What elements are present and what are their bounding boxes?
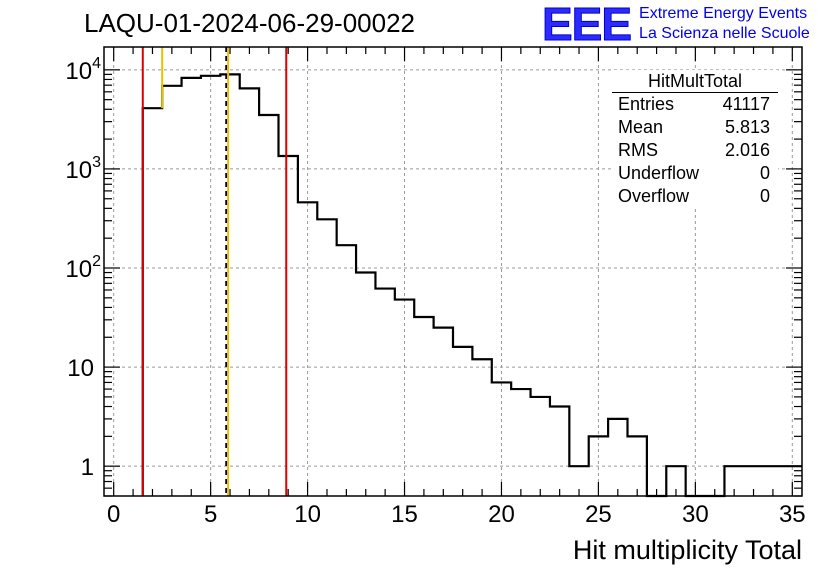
histogram-bin	[628, 436, 647, 496]
run-title: LAQU-01-2024-06-29-00022	[84, 8, 415, 38]
histogram-bin	[453, 347, 472, 496]
x-tick-label: 25	[585, 501, 612, 528]
histogram-bin	[414, 317, 433, 496]
stats-value: 5.813	[724, 117, 770, 137]
histogram-bin	[162, 86, 181, 496]
histogram-bin	[279, 156, 298, 496]
stats-title: HitMultTotal	[612, 70, 778, 93]
y-tick-label: 103	[65, 154, 101, 184]
stats-value: 41117	[722, 94, 770, 114]
axis-layer: 0 5 10 15 20 25 30 35 1 10 102 103 104	[65, 46, 806, 528]
stats-label: RMS	[618, 140, 658, 160]
histogram-bin	[550, 407, 569, 496]
y-tick-label: 1	[81, 454, 94, 481]
stats-row-underflow: Underflow 0	[612, 162, 778, 185]
stats-label: Overflow	[618, 186, 690, 206]
histogram-bin	[220, 74, 239, 496]
stats-row-mean: Mean 5.813	[612, 116, 778, 139]
logo-line-1: Extreme Energy Events	[639, 5, 808, 22]
stats-label: Mean	[618, 117, 664, 137]
x-tick-label: 35	[779, 501, 806, 528]
x-tick-label: 20	[488, 501, 515, 528]
stats-value: 0	[759, 186, 770, 206]
eee-logo-caption: Extreme Energy Events La Scienza nelle S…	[639, 4, 810, 44]
x-tick-label: 30	[682, 501, 709, 528]
histogram-bin	[240, 88, 259, 496]
stats-label: Entries	[618, 94, 675, 114]
histogram-bin	[317, 219, 336, 496]
x-tick-label: 0	[107, 501, 120, 528]
plot-frame	[103, 46, 803, 497]
stats-value: 0	[759, 163, 770, 183]
histogram-bin	[143, 108, 162, 496]
histogram-bin	[182, 78, 201, 496]
stats-row-entries: Entries 41117	[612, 93, 778, 116]
stats-value: 2.016	[724, 140, 770, 160]
y-tick-label: 10	[67, 355, 94, 382]
eee-logo-mark: EEE	[541, 0, 632, 50]
histogram-bin	[375, 289, 394, 496]
stats-row-overflow: Overflow 0	[612, 185, 778, 208]
y-tick-label: 102	[65, 253, 101, 283]
stats-row-rms: RMS 2.016	[612, 139, 778, 162]
marker-layer	[141, 47, 288, 496]
histogram-bin	[511, 389, 530, 496]
stats-label: Underflow	[618, 163, 700, 183]
histogram-bin	[434, 328, 453, 496]
x-axis-label: Hit multiplicity Total	[573, 535, 802, 565]
x-tick-label: 10	[294, 501, 321, 528]
grid-layer	[104, 47, 802, 496]
x-tick-label: 5	[204, 501, 217, 528]
logo-line-2: La Scienza nelle Scuole	[639, 25, 810, 42]
eee-logo: EEE Extreme Energy Events La Scienza nel…	[541, 0, 810, 50]
histogram-bin	[337, 245, 356, 496]
histogram-bin	[531, 397, 550, 496]
histogram-bin	[259, 115, 278, 496]
stats-box: HitMultTotal Entries 41117 Mean 5.813 RM…	[612, 70, 778, 208]
histogram-bin	[608, 419, 627, 496]
histogram-bin	[472, 359, 491, 496]
y-tick-label: 104	[65, 55, 101, 85]
histogram-bin	[356, 273, 375, 496]
x-tick-label: 15	[391, 501, 418, 528]
